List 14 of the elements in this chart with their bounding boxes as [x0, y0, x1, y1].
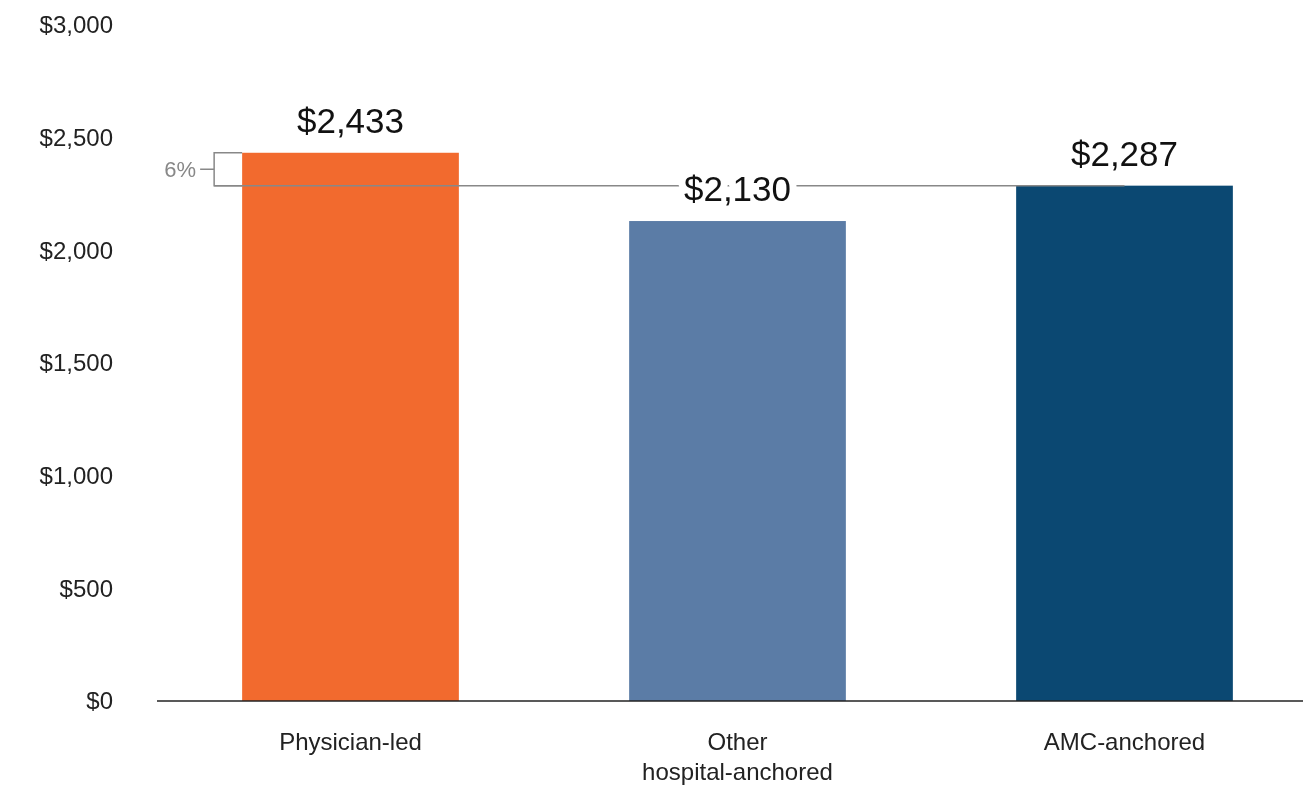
x-tick-label: Physician-led [279, 728, 422, 755]
y-tick-label: $1,500 [39, 349, 113, 377]
y-tick-label: $3,000 [39, 11, 113, 39]
y-tick-label: $500 [59, 574, 113, 602]
annotation: 6% [164, 156, 197, 182]
data-label: $2,433 [296, 100, 405, 140]
x-tick-label: Other hospital-anchored [642, 728, 833, 785]
data-label: $2,130 [683, 169, 792, 209]
y-tick-label: $2,500 [39, 124, 113, 152]
data-label: $2,287 [1070, 133, 1179, 173]
y-tick-label: $1,000 [39, 462, 113, 490]
y-tick-label: $2,000 [39, 236, 113, 264]
x-tick-label: AMC-anchored [1043, 728, 1206, 755]
y-tick-label: $0 [86, 687, 113, 715]
